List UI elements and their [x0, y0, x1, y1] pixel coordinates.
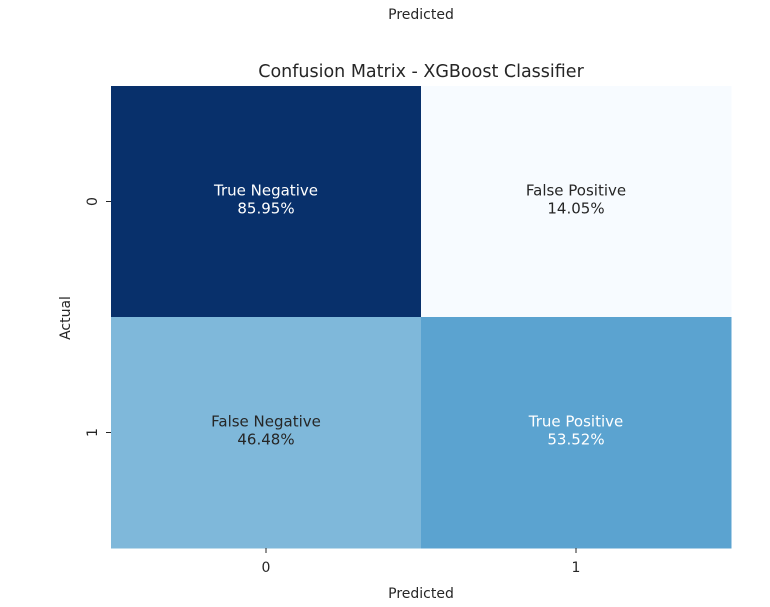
cell-value-label: 46.48% — [237, 431, 294, 449]
top-axis-label: Predicted — [388, 7, 454, 23]
cell-category-label: True Negative — [213, 182, 318, 200]
cell-category-label: False Positive — [526, 182, 626, 200]
cell-category-label: True Positive — [528, 413, 623, 431]
x-tick-label: 0 — [262, 560, 271, 576]
y-tick-label: 1 — [85, 428, 101, 437]
cell-value-label: 53.52% — [547, 431, 604, 449]
heatmap-cell — [111, 317, 422, 549]
x-tick-label: 1 — [572, 560, 581, 576]
cell-value-label: 85.95% — [237, 200, 294, 218]
chart-title: Confusion Matrix - XGBoost Classifier — [258, 62, 584, 82]
cell-category-label: False Negative — [211, 413, 321, 431]
cell-value-label: 14.05% — [547, 200, 604, 218]
x-axis-label: Predicted — [388, 586, 454, 602]
heatmap-cell — [421, 317, 732, 549]
y-axis: 01 — [85, 197, 111, 437]
heatmap-cell — [111, 86, 422, 318]
y-axis-label: Actual — [58, 296, 74, 340]
heatmap-cell — [421, 86, 732, 318]
y-tick-label: 0 — [85, 197, 101, 206]
heatmap-cells — [111, 86, 732, 549]
